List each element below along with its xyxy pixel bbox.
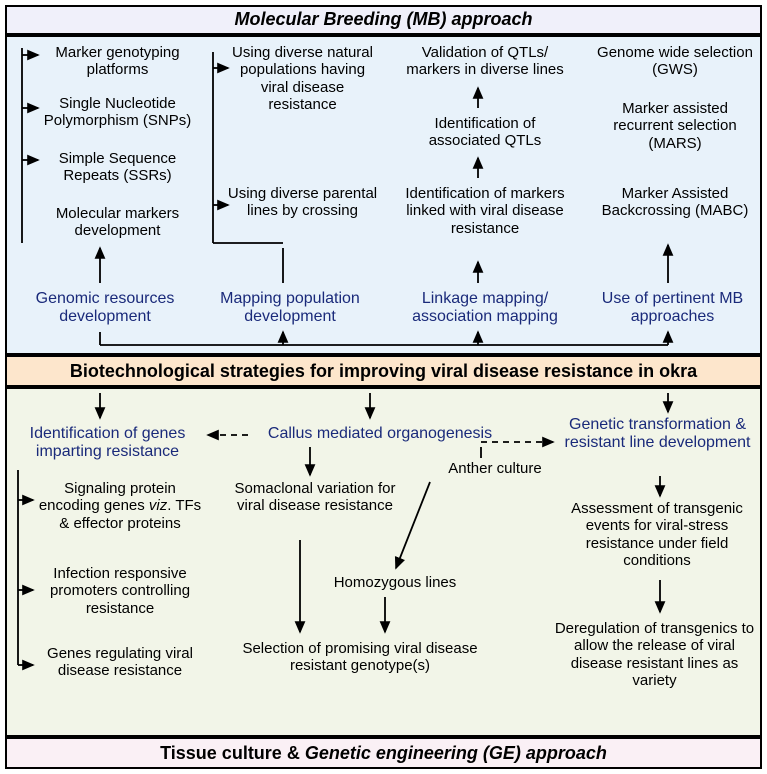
l2-ant-to-homo [396, 482, 430, 568]
diagram-canvas: Molecular Breeding (MB) approachMarker g… [0, 0, 767, 774]
arrows-layer [0, 0, 767, 774]
